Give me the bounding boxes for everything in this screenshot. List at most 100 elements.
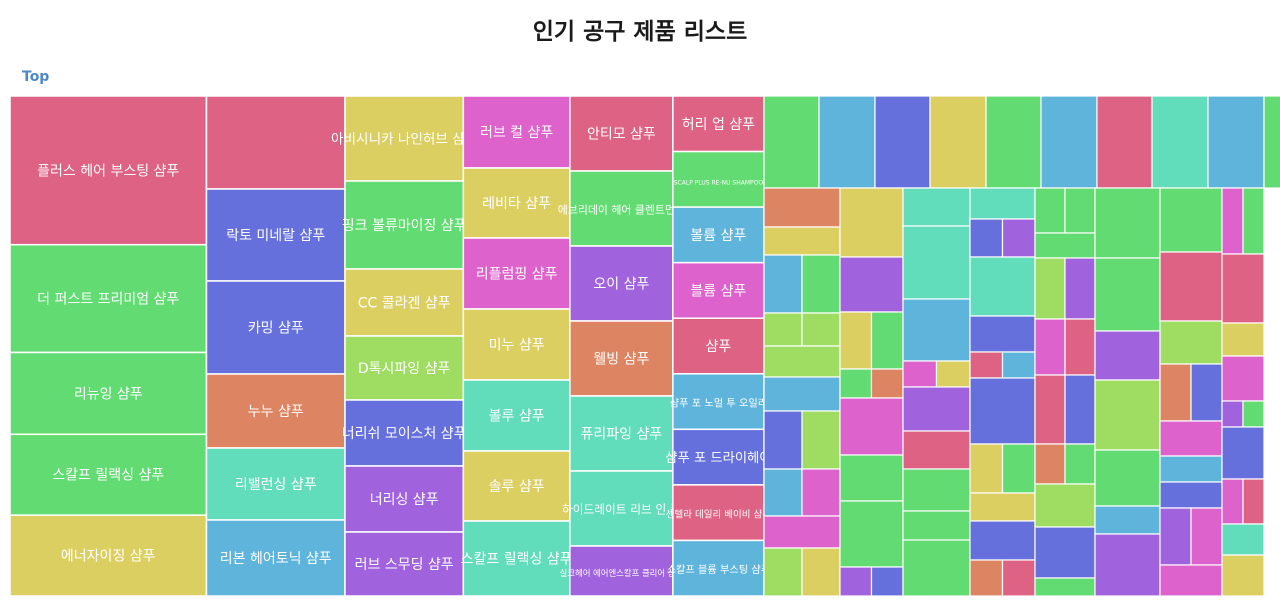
treemap-tile-small[interactable] [902,386,971,432]
treemap-tile-small[interactable] [1064,443,1096,485]
treemap-tile-small[interactable] [902,468,971,512]
treemap-tile-small[interactable] [1094,330,1161,381]
treemap-tile-small[interactable] [763,226,841,256]
treemap-tile[interactable] [205,447,346,521]
treemap-tile-small[interactable] [870,311,904,370]
treemap-tile[interactable] [569,170,674,247]
treemap-tile-small[interactable] [935,360,971,388]
treemap-tile-small[interactable] [1034,187,1066,234]
treemap-tile-small[interactable] [1096,95,1153,189]
treemap-tile-small[interactable] [1207,95,1265,189]
treemap-tile-small[interactable] [1001,443,1036,494]
treemap-tile-small[interactable] [902,360,938,388]
treemap-tile-small[interactable] [1064,374,1096,445]
treemap-tile[interactable] [462,379,571,452]
treemap-tile-small[interactable] [1034,526,1096,579]
treemap-tile-small[interactable] [902,539,971,597]
treemap-tile-small[interactable] [818,95,876,189]
treemap-tile-small[interactable] [763,345,841,378]
treemap-tile-small[interactable] [1159,481,1223,509]
treemap-tile-small[interactable] [1094,187,1161,259]
treemap-tile-small[interactable] [1242,478,1265,525]
treemap-tile[interactable] [569,245,674,322]
treemap-tile-small[interactable] [763,515,841,549]
treemap-tile-small[interactable] [801,547,841,597]
treemap-tile-small[interactable] [969,443,1004,494]
treemap-tile[interactable] [344,531,465,597]
treemap-tile-small[interactable] [1001,559,1036,597]
treemap-tile-small[interactable] [839,187,904,258]
treemap-tile-small[interactable] [902,430,971,470]
treemap-tile[interactable] [462,520,571,597]
treemap-tile[interactable] [672,539,765,597]
treemap-tile-small[interactable] [929,95,987,189]
treemap-tile-small[interactable] [1034,577,1096,597]
treemap-tile-small[interactable] [1159,187,1223,253]
treemap-tile-small[interactable] [1034,232,1096,259]
treemap-tile-small[interactable] [1034,318,1066,376]
treemap-tile-small[interactable] [801,468,841,517]
treemap-tile-small[interactable] [1221,400,1244,428]
treemap-tile-small[interactable] [1034,257,1066,320]
treemap-tile-small[interactable] [1094,379,1161,451]
treemap-tile-small[interactable] [839,454,904,502]
treemap-tile[interactable] [672,373,765,431]
treemap-tile[interactable] [205,95,346,190]
treemap-tile-small[interactable] [1034,374,1066,445]
treemap-tile-small[interactable] [1094,533,1161,597]
treemap-tile[interactable] [672,150,765,208]
treemap-tile-small[interactable] [1221,253,1265,324]
treemap-tile-small[interactable] [1221,426,1265,480]
treemap-tile-small[interactable] [870,566,904,597]
treemap-tile-small[interactable] [985,95,1042,189]
treemap-tile-small[interactable] [763,95,820,189]
treemap-tile[interactable] [462,237,571,310]
treemap-tile-small[interactable] [1242,400,1265,428]
treemap-tile-small[interactable] [1159,363,1192,422]
treemap-tile-small[interactable] [763,468,803,517]
treemap-tile-small[interactable] [1221,478,1244,525]
treemap-tile-small[interactable] [1064,187,1096,234]
treemap-tile-small[interactable] [1040,95,1098,189]
treemap-tile-small[interactable] [969,218,1004,258]
treemap-tile-small[interactable] [969,187,1036,220]
treemap-tile-small[interactable] [1151,95,1209,189]
treemap-tile[interactable] [205,373,346,449]
treemap-tile-small[interactable] [839,256,904,313]
treemap-tile-small[interactable] [1221,322,1265,357]
treemap-tile[interactable] [205,280,346,375]
treemap-tile-small[interactable] [1094,449,1161,507]
treemap-tile-small[interactable] [1190,507,1223,566]
treemap-tile-small[interactable] [763,254,803,314]
treemap-tile[interactable] [462,95,571,169]
treemap-tile-small[interactable] [839,397,904,456]
treemap-tile[interactable] [205,519,346,597]
treemap-tile[interactable] [9,95,208,246]
treemap-tile-small[interactable] [1263,95,1280,189]
treemap-tile[interactable] [344,180,465,270]
treemap-tile-small[interactable] [1159,320,1223,365]
treemap-tile[interactable] [569,395,674,472]
treemap-tile-small[interactable] [801,254,841,314]
breadcrumb-top[interactable]: Top [22,69,50,85]
treemap-tile-small[interactable] [839,500,904,568]
treemap-tile-small[interactable] [763,312,803,347]
treemap-tile-small[interactable] [969,256,1036,317]
treemap-tile-small[interactable] [1190,363,1223,422]
treemap-tile-small[interactable] [763,187,841,228]
treemap-tile-small[interactable] [1159,251,1223,322]
treemap-tile-small[interactable] [763,547,803,597]
treemap-tile-small[interactable] [870,368,904,399]
treemap-tile-small[interactable] [1242,187,1265,255]
treemap-tile-small[interactable] [902,298,971,362]
treemap-tile-small[interactable] [1034,443,1066,485]
treemap-tile[interactable] [9,514,208,597]
treemap-tile-small[interactable] [839,368,873,399]
treemap-tile-small[interactable] [1221,187,1244,255]
treemap-tile-small[interactable] [1221,355,1265,402]
treemap-tile[interactable] [672,206,765,264]
treemap-tile-small[interactable] [801,410,841,470]
treemap-tile-small[interactable] [839,566,873,597]
treemap-tile-small[interactable] [1159,507,1192,566]
treemap-tile[interactable] [344,465,465,533]
